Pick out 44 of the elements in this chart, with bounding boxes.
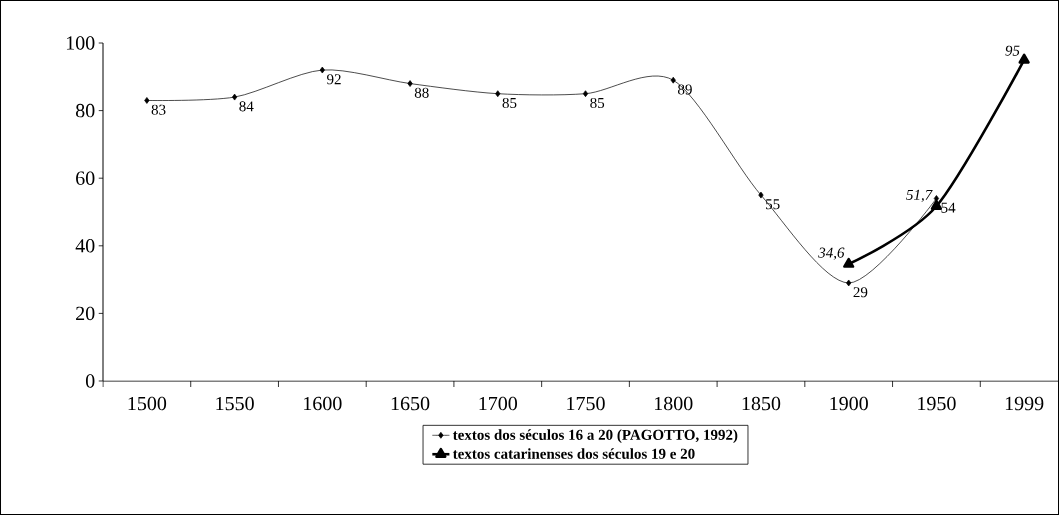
data-label: 54 [941,202,956,213]
data-label: 95 [1005,45,1020,56]
x-tick-label: 1600 [304,396,342,411]
data-label: 83 [151,104,166,115]
legend-label: textos catarinenses dos séculos 19 e 20 [452,448,695,459]
y-tick-label: 40 [75,239,95,253]
x-tick-label: 1750 [567,396,605,411]
point [670,76,676,84]
data-label: 84 [239,101,254,112]
y-tick-label: 20 [76,306,95,321]
data-label: 88 [414,87,429,98]
point [319,66,325,74]
x-tick-label: 1650 [391,396,430,411]
x-tick-label: 1900 [830,396,868,411]
data-label: 51,7 [906,189,933,203]
x-tick-label: 1850 [742,396,781,411]
point [758,191,764,199]
data-label: 29 [853,287,868,298]
point [144,97,150,104]
point [843,257,855,268]
point [846,279,852,287]
point [495,90,501,98]
point [933,195,940,202]
point [582,90,589,98]
y-tick-label: 100 [66,36,95,50]
x-tick-label: 1500 [128,396,167,411]
legend-label: textos dos séculos 16 a 20 (PAGOTTO, 1992) [452,429,738,443]
data-label: 89 [678,84,692,95]
data-label: 55 [766,199,780,210]
y-tick-label: 80 [75,103,95,118]
point [232,93,238,101]
data-label: 92 [327,74,341,85]
point [407,80,413,87]
y-tick-label: 0 [85,374,95,388]
x-tick-label: 1999 [1005,396,1044,411]
point [1018,53,1030,64]
data-label: 34,6 [818,247,845,260]
x-tick-label: 1800 [654,396,693,411]
x-tick-label: 1950 [918,396,956,411]
data-label: 85 [590,97,605,109]
data-label: 85 [502,97,517,109]
x-tick-label: 1550 [216,396,254,411]
y-tick-label: 60 [76,171,95,185]
x-tick-label: 1700 [479,396,518,411]
